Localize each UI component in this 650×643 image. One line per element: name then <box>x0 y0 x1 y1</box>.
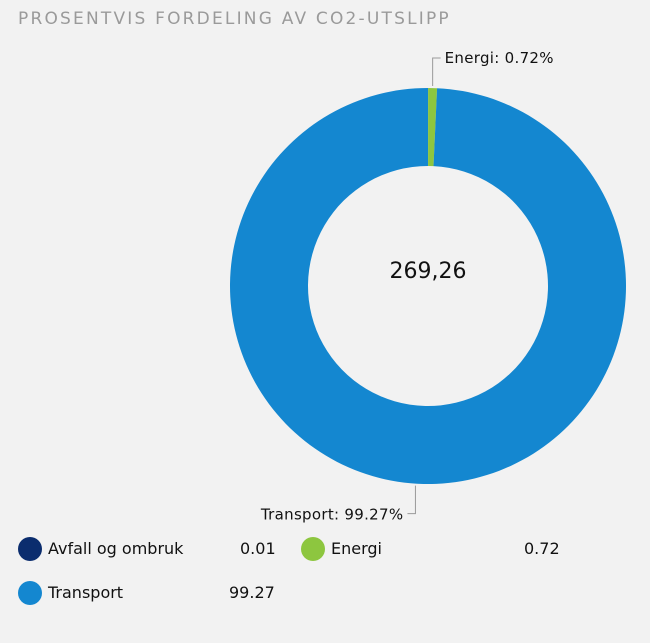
leader-line-transport <box>407 485 416 515</box>
legend-label-energi: Energi <box>331 539 382 558</box>
data-label-transport: Transport: 99.27% <box>260 506 404 524</box>
slice-transport[interactable] <box>230 88 627 484</box>
legend-swatch-energi <box>301 537 325 561</box>
legend-label-transport: Transport <box>48 583 124 602</box>
data-label-energi: Energi: 0.72% <box>445 49 554 67</box>
leader-line-energi <box>432 57 441 87</box>
legend-item-transport[interactable]: Transport 99.27 <box>18 581 288 607</box>
center-total-value: 269,26 <box>390 259 467 284</box>
legend-item-avfall-og-ombruk[interactable]: Avfall og ombruk 0.01 <box>18 537 288 563</box>
legend-item-energi[interactable]: Energi 0.72 <box>301 537 571 563</box>
chart-title: PROSENTVIS FORDELING AV CO2-UTSLIPP <box>18 9 451 29</box>
legend-swatch-transport <box>18 581 42 605</box>
legend-swatch-avfall-og-ombruk <box>18 537 42 561</box>
legend-value-transport: 99.27 <box>229 583 275 602</box>
legend-value-energi: 0.72 <box>524 539 560 558</box>
slice-energi[interactable] <box>428 88 438 167</box>
legend-label-avfall-og-ombruk: Avfall og ombruk <box>48 539 184 558</box>
legend-value-avfall-og-ombruk: 0.01 <box>240 539 276 558</box>
